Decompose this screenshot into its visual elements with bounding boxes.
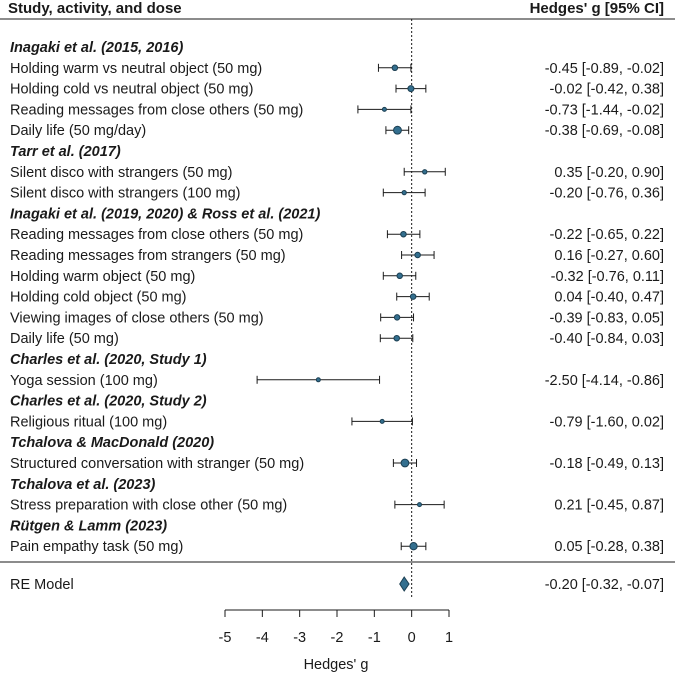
ci-text: -0.79 [-1.60, 0.02] <box>550 414 664 430</box>
effect-point <box>417 502 423 508</box>
summary-label: RE Model <box>10 577 74 593</box>
effect-point <box>409 293 417 300</box>
study-label: Yoga session (100 mg) <box>10 373 158 389</box>
study-label: Religious ritual (100 mg) <box>10 414 167 430</box>
x-tick-label: -4 <box>256 630 269 646</box>
group-title: Rütgen & Lamm (2023) <box>10 518 167 534</box>
group-title: Charles et al. (2020, Study 2) <box>10 394 207 410</box>
study-label: Daily life (50 mg) <box>10 331 119 347</box>
x-tick-label: -2 <box>331 630 344 646</box>
group-title: Inagaki et al. (2015, 2016) <box>10 40 183 56</box>
ci-text: 0.04 [-0.40, 0.47] <box>554 290 664 306</box>
study-label: Reading messages from close others (50 m… <box>10 102 303 118</box>
ci-text: -0.02 [-0.42, 0.38] <box>550 82 664 98</box>
header-left: Study, activity, and dose <box>8 0 182 17</box>
effect-point <box>381 106 387 112</box>
effect-point <box>400 230 407 238</box>
effect-point <box>409 542 418 551</box>
study-rows: Inagaki et al. (2015, 2016) Holding warm … <box>10 40 664 555</box>
ci-text: -2.50 [-4.14, -0.86] <box>545 373 664 389</box>
ci-text: -0.32 [-0.76, 0.11] <box>551 269 664 285</box>
x-tick-label: -3 <box>293 630 306 646</box>
effect-point <box>379 418 385 424</box>
study-label: Pain empathy task (50 mg) <box>10 539 183 555</box>
ci-text: 0.35 [-0.20, 0.90] <box>554 165 664 181</box>
effect-point <box>393 334 400 342</box>
ci-text: 0.21 [-0.45, 0.87] <box>554 498 664 514</box>
effect-point <box>407 85 415 93</box>
group-title: Charles et al. (2020, Study 1) <box>10 352 207 368</box>
effect-point <box>396 272 403 280</box>
study-label: Holding warm object (50 mg) <box>10 269 195 285</box>
ci-text: -0.45 [-0.89, -0.02] <box>545 61 664 77</box>
group-title: Tarr et al. (2017) <box>10 144 121 160</box>
effect-point <box>422 169 428 175</box>
ci-text: -0.20 [-0.76, 0.36] <box>550 186 664 202</box>
effect-point <box>401 189 407 196</box>
summary-row: RE Model -0.20 [-0.32, -0.07] <box>10 576 664 593</box>
study-label: Holding cold vs neutral object (50 mg) <box>10 82 253 98</box>
summary-ci-text: -0.20 [-0.32, -0.07] <box>545 577 664 593</box>
summary-diamond <box>399 576 410 592</box>
ci-text: -0.22 [-0.65, 0.22] <box>550 227 664 243</box>
x-tick-label: 1 <box>445 630 453 646</box>
effect-point <box>315 377 321 383</box>
group-title: Tchalova et al. (2023) <box>10 477 156 493</box>
study-label: Viewing images of close others (50 mg) <box>10 310 264 326</box>
x-axis-label: Hedges' g <box>304 657 369 673</box>
ci-text: -0.40 [-0.84, 0.03] <box>550 331 664 347</box>
effect-point <box>393 314 401 321</box>
ci-text: -0.38 [-0.69, -0.08] <box>545 123 664 139</box>
ci-text: 0.05 [-0.28, 0.38] <box>554 539 664 555</box>
x-tick-label: -5 <box>219 630 232 646</box>
group-title: Inagaki et al. (2019, 2020) & Ross et al… <box>10 206 320 222</box>
ci-text: 0.16 [-0.27, 0.60] <box>554 248 664 264</box>
study-label: Holding cold object (50 mg) <box>10 290 187 306</box>
study-label: Daily life (50 mg/day) <box>10 123 146 139</box>
effect-point <box>414 251 421 259</box>
ci-text: -0.18 [-0.49, 0.13] <box>550 456 664 472</box>
study-label: Structured conversation with stranger (5… <box>10 456 304 472</box>
x-axis: -5 -4 -3 -2 -1 0 1 <box>219 609 453 646</box>
effect-point <box>400 458 410 468</box>
effect-point <box>393 125 402 135</box>
study-label: Reading messages from close others (50 m… <box>10 227 303 243</box>
header-right: Hedges' g [95% CI] <box>530 0 664 17</box>
effect-point <box>391 64 399 72</box>
group-title: Tchalova & MacDonald (2020) <box>10 435 214 451</box>
x-tick-label: -1 <box>368 630 381 646</box>
study-label: Silent disco with strangers (50 mg) <box>10 165 232 181</box>
x-tick-label: 0 <box>408 630 416 646</box>
ci-text: -0.73 [-1.44, -0.02] <box>545 102 664 118</box>
ci-text: -0.39 [-0.83, 0.05] <box>550 310 664 326</box>
study-label: Holding warm vs neutral object (50 mg) <box>10 61 262 77</box>
study-label: Silent disco with strangers (100 mg) <box>10 186 241 202</box>
study-label: Reading messages from strangers (50 mg) <box>10 248 286 264</box>
study-label: Stress preparation with close other (50 … <box>10 498 287 514</box>
